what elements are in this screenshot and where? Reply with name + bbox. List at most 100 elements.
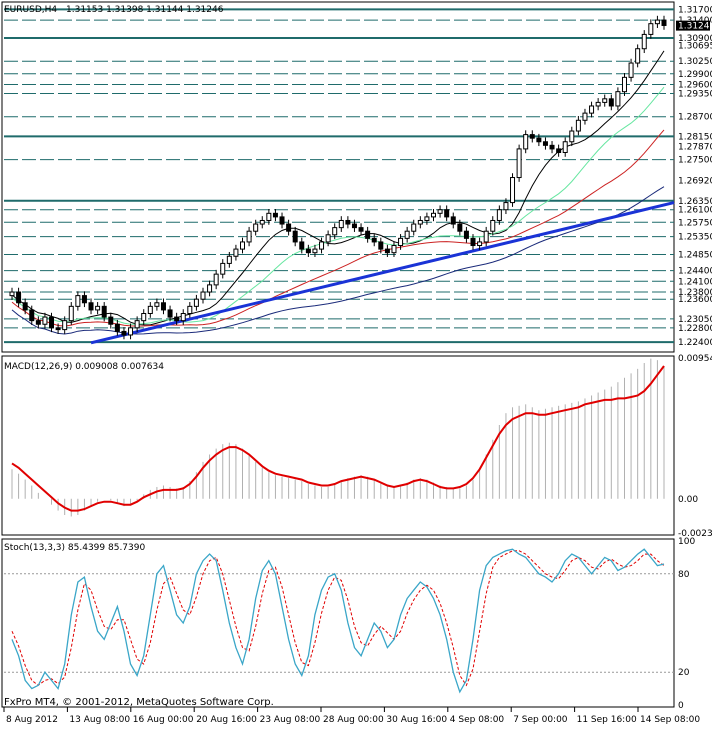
macd-plot: 0.00954 0.00 -0.00232 bbox=[11, 354, 712, 539]
candle bbox=[35, 316, 41, 329]
price-label: 1.24850 bbox=[678, 250, 712, 260]
price-label: 1.29350 bbox=[678, 89, 712, 99]
stoch-pane[interactable] bbox=[1, 538, 675, 708]
candle bbox=[404, 226, 410, 243]
candle bbox=[319, 237, 325, 254]
candle bbox=[411, 219, 417, 236]
candle-body bbox=[371, 237, 377, 243]
candle bbox=[88, 298, 94, 315]
candle bbox=[121, 327, 127, 340]
candle-body bbox=[602, 98, 608, 103]
candle bbox=[496, 205, 502, 225]
candles bbox=[9, 15, 667, 340]
moving-averages bbox=[11, 50, 665, 335]
candle-body bbox=[154, 302, 160, 307]
candle bbox=[615, 87, 621, 111]
trendline-line bbox=[90, 201, 675, 345]
candle bbox=[338, 216, 344, 232]
candle bbox=[68, 302, 74, 325]
candle bbox=[510, 173, 516, 207]
price-label: 1.26100 bbox=[678, 206, 712, 216]
ma-mid-line bbox=[11, 86, 665, 325]
candle-body bbox=[516, 148, 522, 179]
candle bbox=[371, 234, 377, 247]
price-pane[interactable] bbox=[1, 1, 675, 353]
candle bbox=[29, 305, 35, 325]
candle-body bbox=[207, 284, 213, 293]
price-label: 1.29600 bbox=[678, 81, 712, 91]
candle bbox=[542, 137, 548, 150]
candle-body bbox=[128, 327, 134, 336]
candle-body bbox=[463, 230, 469, 239]
candle-body bbox=[95, 305, 101, 311]
macd-title: MACD(12,26,9) 0.009008 0.007634 bbox=[4, 362, 164, 372]
candle-body bbox=[615, 91, 621, 107]
time-label: 13 Aug 08:00 bbox=[69, 715, 130, 725]
candle-body bbox=[582, 112, 588, 121]
candle bbox=[266, 209, 272, 225]
candle-body bbox=[325, 234, 331, 243]
candle bbox=[384, 244, 390, 257]
macd-signal-line bbox=[11, 365, 665, 512]
candle bbox=[529, 130, 535, 143]
candle-body bbox=[240, 241, 246, 250]
candle-body bbox=[147, 305, 153, 315]
candle-body bbox=[358, 227, 364, 232]
candle-body bbox=[417, 219, 423, 225]
candle-body bbox=[351, 223, 357, 229]
ma-fast-line bbox=[11, 50, 665, 326]
candle-body bbox=[536, 137, 542, 143]
candle bbox=[272, 209, 278, 222]
candle bbox=[516, 144, 522, 182]
candle bbox=[55, 323, 61, 334]
price-label: 1.27870 bbox=[678, 142, 712, 152]
ohlc-label: 1.31153 1.31398 1.31144 1.31246 bbox=[66, 5, 224, 15]
candle-body bbox=[595, 101, 601, 107]
candle-body bbox=[549, 144, 555, 150]
candle bbox=[417, 216, 423, 229]
price-label: 1.24100 bbox=[678, 277, 712, 287]
price-label: 1.31700 bbox=[678, 5, 712, 15]
price-pane-header: EURUSD,H4 1.31153 1.31398 1.31144 1.3124… bbox=[4, 5, 223, 15]
candle bbox=[286, 219, 292, 236]
candle bbox=[114, 319, 120, 336]
candle bbox=[128, 323, 134, 340]
candle-body bbox=[220, 262, 226, 275]
candle-body bbox=[503, 202, 509, 211]
candle-body bbox=[312, 248, 318, 254]
macd-pane[interactable] bbox=[1, 355, 675, 536]
price-label: 1.23050 bbox=[678, 315, 712, 325]
candle-body bbox=[430, 212, 436, 218]
candle-body bbox=[42, 316, 48, 325]
candle bbox=[259, 216, 265, 229]
candle-body bbox=[556, 148, 562, 153]
ma-long-line bbox=[11, 186, 665, 335]
candle-body bbox=[589, 105, 595, 114]
price-label: 1.28700 bbox=[678, 113, 712, 123]
candle-body bbox=[529, 134, 535, 139]
candle-body bbox=[9, 291, 15, 297]
candle bbox=[62, 316, 68, 334]
candle bbox=[661, 15, 667, 30]
price-label: 1.22800 bbox=[678, 324, 712, 334]
candle-body bbox=[22, 302, 28, 311]
price-axis-labels: 1.317001.314001.312461.309001.306951.302… bbox=[676, 5, 712, 348]
candle-body bbox=[569, 130, 575, 143]
candle bbox=[312, 244, 318, 257]
candle-body bbox=[305, 248, 311, 254]
candle bbox=[200, 287, 206, 304]
candle-body bbox=[187, 305, 193, 315]
macd-axis-label: 0.00954 bbox=[678, 354, 712, 364]
candle bbox=[490, 216, 496, 236]
candle-body bbox=[174, 316, 180, 322]
trendline[interactable] bbox=[90, 201, 675, 345]
candle-body bbox=[160, 302, 166, 311]
candle-body bbox=[332, 227, 338, 236]
candle-body bbox=[444, 209, 450, 218]
macd-axis-label: 0.00 bbox=[678, 495, 698, 505]
candle-body bbox=[523, 134, 529, 150]
time-label: 20 Aug 16:00 bbox=[196, 715, 257, 725]
candle bbox=[351, 219, 357, 232]
